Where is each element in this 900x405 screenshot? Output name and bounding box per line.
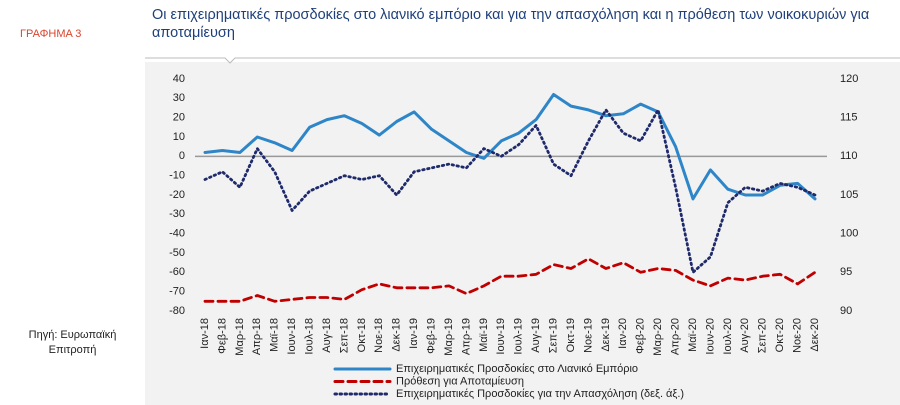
x-tick-label: Μαϊ-19 [478, 318, 490, 352]
x-tick-label: Μαρ-20 [652, 318, 664, 356]
x-tick-label: Νοε-19 [582, 318, 594, 353]
series-line [203, 93, 817, 201]
series-line [203, 257, 817, 303]
legend-label: Πρόθεση για Αποταμίευση [396, 375, 524, 387]
x-tick-label: Μαϊ-18 [269, 318, 281, 352]
y2-tick-label: 105 [840, 189, 858, 201]
x-tick-label: Ιαν-19 [408, 318, 420, 349]
y2-tick-label: 90 [840, 305, 852, 317]
chart-title: Οι επιχειρηματικές προσδοκίες στο λιανικ… [152, 7, 870, 41]
y-tick-label: -50 [169, 247, 185, 259]
series-line [203, 108, 817, 274]
x-tick-label: Ιουν-20 [704, 318, 716, 355]
x-tick-label: Οκτ-18 [356, 318, 368, 352]
x-tick-label: Ιουλ-19 [513, 318, 525, 355]
y-tick-label: 30 [173, 92, 185, 104]
y-tick-label: -40 [169, 228, 185, 240]
x-tick-label: Μαρ-19 [443, 318, 455, 356]
x-tick-label: Δεκ-18 [391, 318, 403, 352]
x-tick-label: Αυγ-20 [739, 318, 751, 353]
y-tick-label: 20 [173, 112, 185, 124]
x-tick-label: Δεκ-20 [809, 318, 821, 352]
x-tick-label: Φεβ-19 [425, 318, 437, 354]
x-tick-label: Οκτ-20 [774, 318, 786, 352]
x-tick-label: Απρ-20 [669, 318, 681, 355]
y-tick-label: -80 [169, 305, 185, 317]
y-tick-label: 0 [179, 150, 185, 162]
x-tick-label: Ιουν-18 [286, 318, 298, 355]
y-tick-label: 40 [173, 73, 185, 85]
x-tick-label: Ιουλ-20 [722, 318, 734, 355]
y2-tick-label: 120 [840, 73, 858, 85]
plot-background [145, 62, 900, 405]
x-tick-label: Ιουλ-18 [303, 318, 315, 355]
x-tick-label: Απρ-19 [460, 318, 472, 355]
x-tick-label: Δεκ-19 [600, 318, 612, 352]
x-tick-label: Νοε-20 [791, 318, 803, 353]
y-tick-label: -30 [169, 208, 185, 220]
x-tick-label: Ιουν-19 [495, 318, 507, 355]
separator [145, 57, 900, 64]
y2-tick-label: 95 [840, 266, 852, 278]
x-tick-label: Ιαν-18 [199, 318, 211, 349]
x-tick-label: Αυγ-18 [321, 318, 333, 353]
x-tick-label: Οκτ-19 [565, 318, 577, 352]
figure-label: ΓΡΑΦΗΜΑ 3 [20, 28, 82, 40]
legend-label: Επιχειρηματικές Προσδοκίες για την Απασχ… [396, 388, 684, 400]
x-tick-label: Ιαν-20 [617, 318, 629, 349]
x-tick-label: Αυγ-19 [530, 318, 542, 353]
x-tick-label: Μαρ-18 [234, 318, 246, 356]
y-tick-label: -20 [169, 189, 185, 201]
x-tick-label: Σεπ-20 [757, 318, 769, 353]
y2-tick-label: 110 [840, 150, 858, 162]
legend-label: Επιχειρηματικές Προσδοκίες στο Λιανικό Ε… [396, 363, 638, 375]
x-tick-label: Νοε-18 [373, 318, 385, 353]
x-tick-label: Σεπ-19 [547, 318, 559, 353]
x-tick-label: Απρ-18 [251, 318, 263, 355]
y2-tick-label: 100 [840, 228, 858, 240]
y2-tick-label: 115 [840, 112, 858, 124]
x-tick-label: Φεβ-20 [635, 318, 647, 354]
y-tick-label: -10 [169, 170, 185, 182]
x-tick-label: Σεπ-18 [338, 318, 350, 353]
y-tick-label: -70 [169, 286, 185, 298]
y-tick-label: 10 [173, 131, 185, 143]
x-tick-label: Φεβ-18 [216, 318, 228, 354]
y-tick-label: -60 [169, 266, 185, 278]
source: Πηγή: Ευρωπαϊκή Επιτροπή [28, 329, 117, 356]
x-tick-label: Μαϊ-20 [687, 318, 699, 352]
